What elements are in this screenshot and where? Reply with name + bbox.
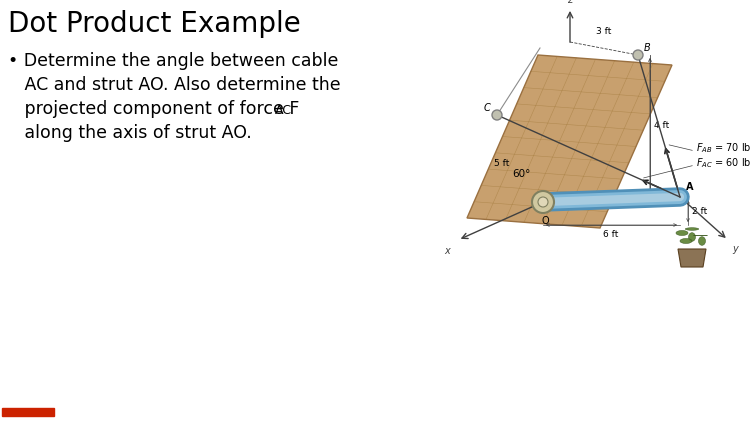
Polygon shape (467, 55, 672, 228)
Polygon shape (688, 233, 695, 241)
Text: Dot Product Example: Dot Product Example (8, 10, 301, 38)
Polygon shape (676, 230, 688, 235)
Text: projected component of force F: projected component of force F (8, 100, 299, 118)
Text: 3 ft: 3 ft (596, 27, 612, 36)
Text: AC: AC (275, 104, 292, 117)
Text: O: O (542, 216, 549, 226)
Text: • Determine the angle between cable: • Determine the angle between cable (8, 52, 338, 70)
Text: z: z (568, 0, 572, 5)
Text: C: C (483, 103, 490, 113)
Text: A: A (686, 182, 694, 192)
Circle shape (532, 191, 554, 213)
Text: 60°: 60° (512, 169, 530, 179)
Text: 6 ft: 6 ft (603, 230, 619, 239)
Polygon shape (698, 237, 706, 245)
Bar (2, 408, 54, 416)
Text: $F_{AB}$ = 70 lb: $F_{AB}$ = 70 lb (696, 141, 750, 155)
Text: B: B (644, 43, 651, 53)
Text: 5 ft: 5 ft (494, 159, 509, 168)
Text: along the axis of strut AO.: along the axis of strut AO. (8, 124, 252, 142)
Polygon shape (680, 238, 692, 243)
Polygon shape (686, 228, 699, 230)
Text: x: x (444, 246, 450, 256)
Circle shape (492, 110, 502, 120)
Circle shape (538, 197, 548, 207)
Text: $F_{AC}$ = 60 lb: $F_{AC}$ = 60 lb (696, 156, 750, 170)
Text: 2 ft: 2 ft (692, 206, 707, 216)
Polygon shape (678, 249, 706, 267)
Text: y: y (732, 244, 738, 254)
Circle shape (633, 50, 643, 60)
Text: 4 ft: 4 ft (654, 122, 669, 130)
Text: AC and strut AO. Also determine the: AC and strut AO. Also determine the (8, 76, 340, 94)
